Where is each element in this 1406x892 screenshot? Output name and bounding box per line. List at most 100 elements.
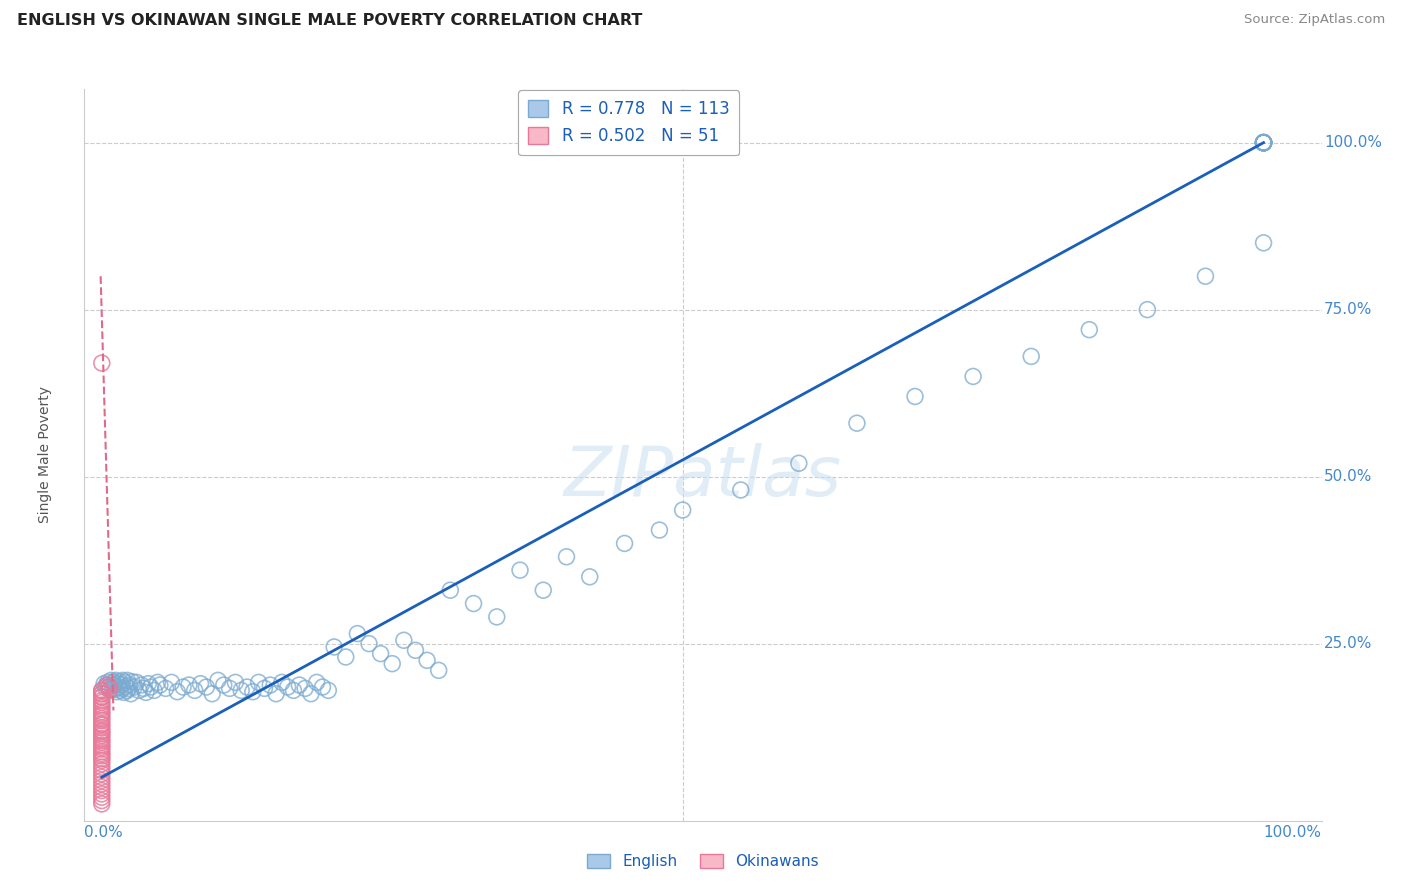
Point [90, 797, 112, 811]
Point [90, 683, 112, 698]
Point [90, 756, 112, 771]
Point [90, 683, 112, 698]
Point [90, 745, 112, 759]
Text: Source: ZipAtlas.com: Source: ZipAtlas.com [1244, 13, 1385, 27]
Point [172, 680, 194, 694]
Point [311, 680, 333, 694]
Point [118, 678, 141, 692]
Point [247, 675, 270, 690]
Point [392, 633, 415, 648]
Point [224, 675, 246, 690]
Point [231, 683, 253, 698]
Point [90, 754, 112, 768]
Point [90, 770, 112, 784]
Point [485, 610, 508, 624]
Point [97, 675, 120, 690]
Point [207, 673, 229, 688]
Point [155, 681, 177, 696]
Point [1253, 136, 1275, 150]
Point [509, 563, 531, 577]
Point [90, 735, 112, 749]
Point [439, 583, 461, 598]
Point [242, 684, 264, 698]
Point [90, 723, 112, 738]
Point [90, 721, 112, 735]
Point [90, 748, 112, 763]
Point [370, 647, 392, 661]
Point [578, 570, 600, 584]
Point [112, 685, 135, 699]
Point [416, 653, 439, 667]
Text: ZIPatlas: ZIPatlas [564, 443, 842, 510]
Text: 100.0%: 100.0% [1324, 136, 1382, 150]
Point [294, 681, 316, 696]
Point [1253, 136, 1275, 150]
Point [531, 583, 554, 598]
Point [90, 711, 112, 725]
Point [166, 684, 188, 698]
Point [121, 674, 143, 689]
Point [111, 681, 134, 696]
Point [117, 681, 139, 696]
Point [90, 773, 112, 788]
Point [97, 680, 120, 694]
Point [139, 680, 162, 694]
Point [90, 695, 112, 709]
Point [97, 678, 120, 692]
Point [318, 683, 340, 698]
Point [299, 687, 322, 701]
Point [323, 640, 346, 654]
Point [90, 729, 112, 743]
Point [128, 683, 150, 698]
Point [672, 503, 695, 517]
Point [90, 714, 112, 728]
Point [101, 678, 124, 692]
Point [146, 675, 169, 690]
Point [305, 675, 328, 690]
Point [613, 536, 636, 550]
Point [93, 676, 115, 690]
Point [117, 673, 139, 688]
Point [98, 683, 121, 698]
Point [160, 675, 183, 690]
Point [1253, 136, 1275, 150]
Point [253, 681, 276, 696]
Point [90, 724, 112, 739]
Point [277, 680, 299, 694]
Point [90, 760, 112, 774]
Point [90, 747, 112, 761]
Point [90, 356, 112, 370]
Point [1078, 323, 1101, 337]
Point [1253, 136, 1275, 150]
Point [149, 678, 172, 692]
Point [90, 780, 112, 795]
Legend: English, Okinawans: English, Okinawans [581, 847, 825, 875]
Point [124, 680, 146, 694]
Point [110, 683, 132, 698]
Point [94, 680, 117, 694]
Point [1253, 136, 1275, 150]
Text: 50.0%: 50.0% [1324, 469, 1372, 484]
Point [1253, 136, 1275, 150]
Point [787, 456, 810, 470]
Point [115, 679, 138, 693]
Point [90, 708, 112, 723]
Point [125, 675, 148, 690]
Point [463, 597, 485, 611]
Point [108, 680, 131, 694]
Text: 100.0%: 100.0% [1264, 825, 1322, 840]
Point [90, 705, 112, 719]
Point [103, 681, 125, 696]
Point [90, 693, 112, 707]
Point [1136, 302, 1159, 317]
Point [90, 690, 112, 704]
Legend: R = 0.778   N = 113, R = 0.502   N = 51: R = 0.778 N = 113, R = 0.502 N = 51 [519, 90, 740, 155]
Point [270, 675, 292, 690]
Point [177, 678, 200, 692]
Point [1253, 136, 1275, 150]
Point [730, 483, 752, 497]
Point [105, 684, 128, 698]
Point [108, 674, 131, 689]
Point [1253, 136, 1275, 150]
Point [90, 738, 112, 752]
